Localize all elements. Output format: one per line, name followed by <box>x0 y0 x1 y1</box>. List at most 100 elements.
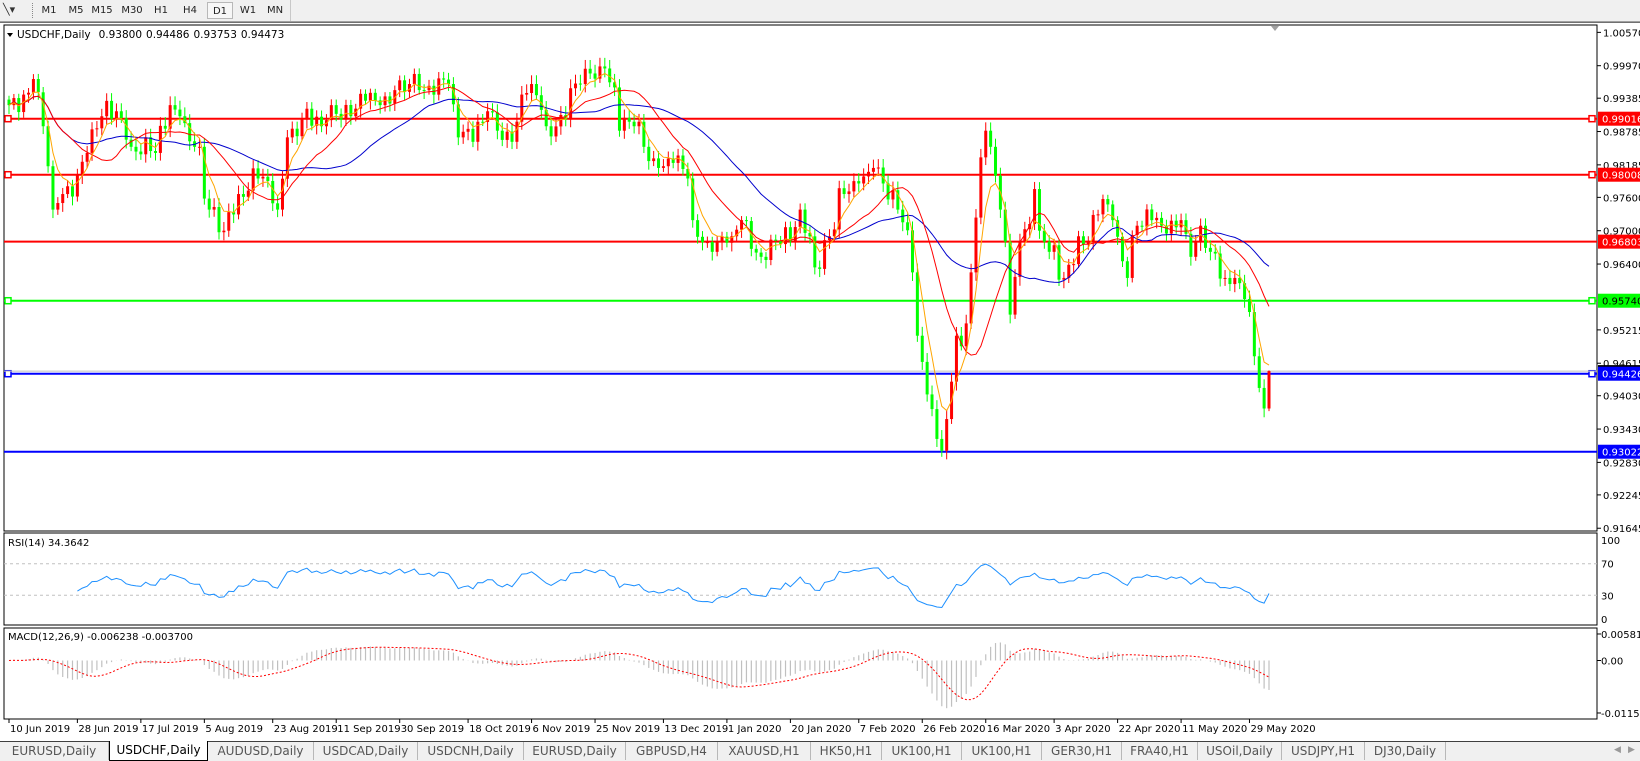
candle <box>207 189 211 218</box>
candle <box>1116 216 1120 246</box>
level-price-label: 0.93022 <box>1602 448 1640 459</box>
candle <box>842 180 846 199</box>
level-anchor-handle[interactable] <box>1588 114 1596 123</box>
candle <box>1052 238 1056 260</box>
candle <box>41 86 45 135</box>
price-axis-label: 0.95215 <box>1603 326 1640 337</box>
candle <box>1223 270 1227 286</box>
candle-body <box>329 105 333 121</box>
collapse-triangle-icon[interactable] <box>7 33 13 37</box>
candle-body <box>793 227 797 242</box>
chart-tab[interactable]: EURUSD,Daily <box>524 742 626 760</box>
candle-body <box>266 176 270 181</box>
candle <box>1267 370 1271 412</box>
scroll-left-icon[interactable]: ◀ <box>1614 745 1621 755</box>
chart-tab[interactable]: FRA40,H1 <box>1122 742 1198 760</box>
chart-tab[interactable]: USOil,Daily <box>1198 742 1282 760</box>
timeframe-d1-button[interactable]: D1 <box>207 2 233 19</box>
candle <box>364 89 368 105</box>
date-axis-label: 23 Aug 2019 <box>274 724 338 735</box>
level-anchor-handle[interactable] <box>1588 170 1596 179</box>
date-axis-label: 16 Mar 2020 <box>987 724 1050 735</box>
candle <box>114 103 118 128</box>
candle <box>466 121 470 141</box>
chart-tab[interactable]: AUDUSD,Daily <box>208 742 314 760</box>
candle <box>779 235 783 248</box>
candle-body <box>119 111 123 119</box>
candle-body <box>969 272 973 324</box>
candle-body <box>1037 189 1041 231</box>
level-anchor-handle[interactable] <box>1588 296 1596 305</box>
chart-tab[interactable]: DJ30,Daily <box>1365 742 1446 760</box>
candle-body <box>1077 236 1081 265</box>
candle <box>300 112 304 141</box>
chart-tab[interactable]: USDCHF,Daily <box>109 741 208 761</box>
candle <box>1120 232 1124 268</box>
scroll-right-icon[interactable]: ▶ <box>1628 745 1635 755</box>
candle-body <box>432 85 436 95</box>
candle-body <box>867 171 871 177</box>
chart-tab[interactable]: USDJPY,H1 <box>1282 742 1365 760</box>
candle <box>285 129 289 187</box>
candle-body <box>534 84 538 96</box>
candle <box>661 159 665 172</box>
candle-body <box>574 83 578 89</box>
timeframe-m1-button[interactable]: M1 <box>41 5 57 16</box>
candle <box>442 71 446 88</box>
candle <box>349 99 353 125</box>
candle-body <box>1223 277 1227 279</box>
candle-body <box>471 128 475 142</box>
candle <box>320 110 324 133</box>
date-axis-label: 11 May 2020 <box>1182 724 1247 735</box>
chart-tab[interactable]: UK100,H1 <box>882 742 962 760</box>
timeframe-m15-button[interactable]: M15 <box>91 5 113 16</box>
candle-body <box>222 230 226 233</box>
candle <box>1194 235 1198 261</box>
toolbar-grip[interactable] <box>32 3 33 18</box>
candle-body <box>505 131 509 140</box>
timeframe-mn-button[interactable]: MN <box>266 5 284 16</box>
chart-tab[interactable]: USDCAD,Daily <box>314 742 418 760</box>
candle-body <box>417 73 421 91</box>
chart-shift-marker[interactable] <box>1271 26 1279 31</box>
candle-body <box>798 209 802 228</box>
level-anchor-handle[interactable] <box>4 369 12 378</box>
chart-tab[interactable]: GER30,H1 <box>1042 742 1122 760</box>
chart-canvas[interactable]: USDCHF,Daily 0.93800 0.94486 0.93753 0.94473… <box>0 23 1640 742</box>
candle <box>188 114 192 151</box>
candle-body <box>1003 209 1007 242</box>
candle-body <box>207 198 211 210</box>
chart-tab[interactable]: XAUUSD,H1 <box>718 742 811 760</box>
candle <box>1130 230 1134 283</box>
candle <box>124 110 128 149</box>
timeframe-h4-button[interactable]: H4 <box>183 5 197 16</box>
timeframe-m30-button[interactable]: M30 <box>121 5 143 16</box>
candle <box>154 142 158 161</box>
chart-tab[interactable]: USDCNH,Daily <box>418 742 524 760</box>
candle-body <box>456 104 460 138</box>
chart-tabs-bar: EURUSD,Daily USDCHF,Daily AUDUSD,Daily USDC… <box>0 741 1640 761</box>
candle <box>671 151 675 169</box>
candle <box>222 221 226 241</box>
candle <box>945 410 949 460</box>
chart-tab[interactable]: HK50,H1 <box>811 742 882 760</box>
chart-tab[interactable]: EURUSD,Daily <box>0 742 109 760</box>
candle-body <box>891 190 895 200</box>
candle <box>608 59 612 88</box>
candle-body <box>1057 245 1061 280</box>
level-anchor-handle[interactable] <box>4 170 12 179</box>
chart-window[interactable]: USDCHF,Daily 0.93800 0.94486 0.93753 0.94473… <box>0 22 1640 742</box>
candle-body <box>578 83 582 85</box>
candle <box>241 185 245 206</box>
level-anchor-handle[interactable] <box>4 296 12 305</box>
level-anchor-handle[interactable] <box>1588 369 1596 378</box>
line-tool-icon[interactable]: ╲▾ <box>3 3 16 16</box>
timeframe-h1-button[interactable]: H1 <box>154 5 168 16</box>
timeframe-w1-button[interactable]: W1 <box>239 5 257 16</box>
chart-tab[interactable]: GBPUSD,H4 <box>626 742 718 760</box>
candle-body <box>1042 230 1046 242</box>
level-anchor-handle[interactable] <box>4 114 12 123</box>
chart-tab[interactable]: UK100,H1 <box>962 742 1042 760</box>
timeframe-m5-button[interactable]: M5 <box>68 5 84 16</box>
